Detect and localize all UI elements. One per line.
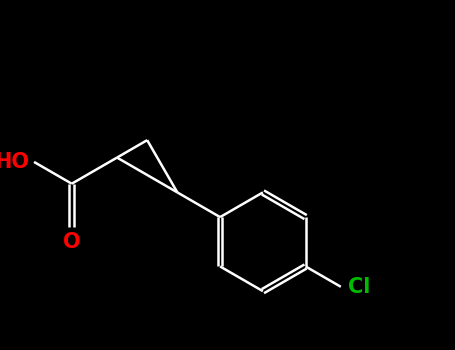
- Text: O: O: [63, 232, 81, 252]
- Text: Cl: Cl: [348, 277, 370, 297]
- Text: HO: HO: [0, 152, 30, 172]
